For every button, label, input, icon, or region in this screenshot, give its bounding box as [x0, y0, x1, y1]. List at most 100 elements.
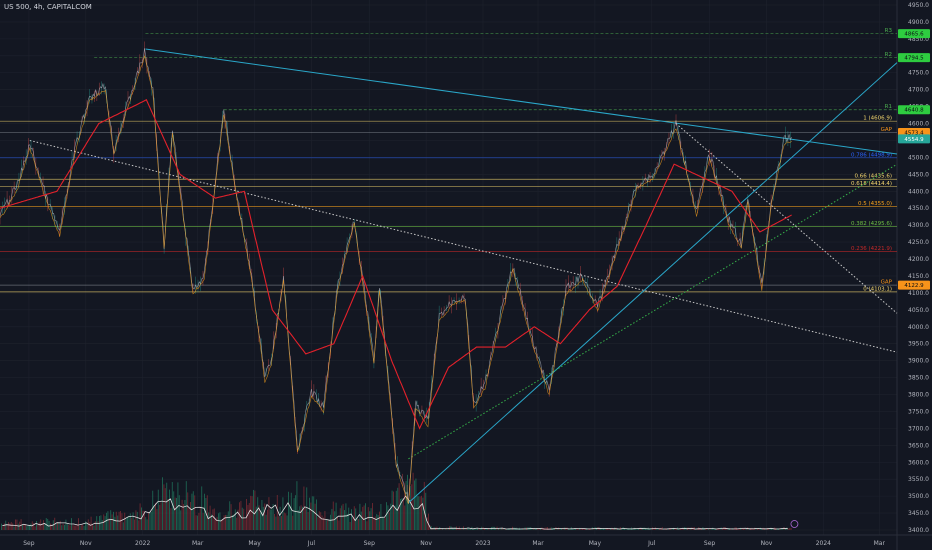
moving-average-slow [0, 99, 792, 430]
volume-bar [390, 503, 392, 530]
volume-bar [705, 528, 707, 530]
last-price-text: 4554.9 [904, 137, 924, 143]
volume-bar [453, 528, 455, 530]
volume-bar [129, 513, 131, 530]
y-tick-label: 3650.0 [908, 442, 929, 449]
volume-bar [197, 515, 198, 530]
volume-bar [22, 525, 23, 530]
volume-bar [286, 515, 288, 530]
price-badge-text: 4573.4 [904, 131, 924, 137]
volume-bar [499, 528, 501, 530]
volume-bar [64, 524, 65, 530]
volume-bar [304, 507, 306, 530]
price-badge [898, 105, 930, 115]
volume-bar [478, 527, 480, 530]
volume-bar [313, 496, 315, 530]
volume-bar [37, 523, 39, 530]
volume-bar [104, 516, 106, 530]
volume-bar [198, 512, 200, 530]
price-badge [898, 280, 930, 290]
level-label: 0.382 (4295.6) [851, 221, 892, 227]
volume-bar [51, 524, 53, 530]
volume-bar [271, 509, 273, 530]
y-tick-label: 4250.0 [908, 239, 929, 246]
volume-bar [379, 511, 380, 530]
volume-bar [264, 503, 266, 530]
volume-bar [148, 512, 149, 530]
volume-bar [573, 528, 575, 530]
volume-bar [745, 528, 747, 530]
volume-bar [27, 524, 29, 530]
volume-bar [68, 524, 70, 530]
volume-bar [55, 523, 57, 530]
trendline-blue-support [408, 62, 898, 504]
volume-bar [254, 490, 256, 530]
volume-bar [331, 508, 333, 530]
volume-bar [310, 502, 312, 530]
volume-bar [83, 525, 85, 530]
volume-bar [13, 526, 15, 530]
volume-bar [365, 503, 366, 530]
volume-bar [309, 497, 310, 530]
volume-bar [101, 520, 103, 530]
volume-bar [419, 496, 421, 530]
volume-bar [768, 528, 770, 530]
volume-bar [311, 496, 313, 530]
volume-bar [278, 516, 280, 530]
volume-bar [208, 512, 210, 530]
volume-bar [90, 516, 92, 530]
y-tick-label: 4850.0 [908, 36, 929, 43]
volume-bar [6, 524, 8, 530]
volume-bar [3, 523, 5, 530]
volume-bar [145, 517, 147, 530]
volume-bar [352, 516, 354, 530]
volume-bar [377, 514, 379, 530]
volume-bar [689, 528, 691, 530]
level-label: 0.618 (4414.4) [851, 181, 892, 187]
volume-bar [722, 528, 723, 530]
volume-bar [288, 491, 289, 530]
volume-bar [332, 501, 334, 530]
level-label: 0.786 (4498.9) [851, 152, 892, 158]
x-tick-label: 2023 [475, 540, 490, 547]
volume-bar [348, 507, 350, 530]
volume-bar [674, 528, 676, 530]
volume-bar [727, 528, 729, 530]
x-tick-label: 2024 [816, 540, 831, 547]
volume-bar [188, 508, 190, 530]
volume-bar [171, 482, 173, 530]
volume-bar [761, 528, 763, 530]
volume-bar [212, 509, 214, 530]
volume-bar [358, 519, 359, 530]
volume-bar [509, 529, 511, 530]
volume-bar [440, 528, 442, 530]
volume-bar [30, 523, 32, 530]
volume-bar [373, 517, 375, 530]
price-badge [898, 53, 930, 63]
volume-bar [232, 515, 233, 530]
volume-bar [520, 529, 522, 530]
volume-bar [195, 515, 197, 530]
volume-bar [164, 488, 166, 530]
y-tick-label: 4500.0 [908, 154, 929, 161]
volume-bar [412, 472, 414, 530]
volume-bar [737, 528, 739, 530]
volume-bar [605, 528, 607, 530]
volume-bar [442, 528, 443, 530]
volume-bar [160, 502, 162, 530]
volume-bar [132, 512, 134, 530]
volume-bar [211, 514, 212, 530]
volume-bar [388, 512, 390, 530]
volume-bar [341, 505, 343, 530]
volume-bar [261, 499, 263, 530]
volume-bar [73, 525, 75, 530]
volume-bar [209, 505, 211, 530]
volume-bar [523, 528, 525, 530]
volume-bar [33, 523, 35, 530]
volume-bar [561, 528, 562, 530]
volume-bar [681, 528, 683, 530]
volume-bar [307, 511, 309, 530]
volume-bar [23, 524, 25, 530]
